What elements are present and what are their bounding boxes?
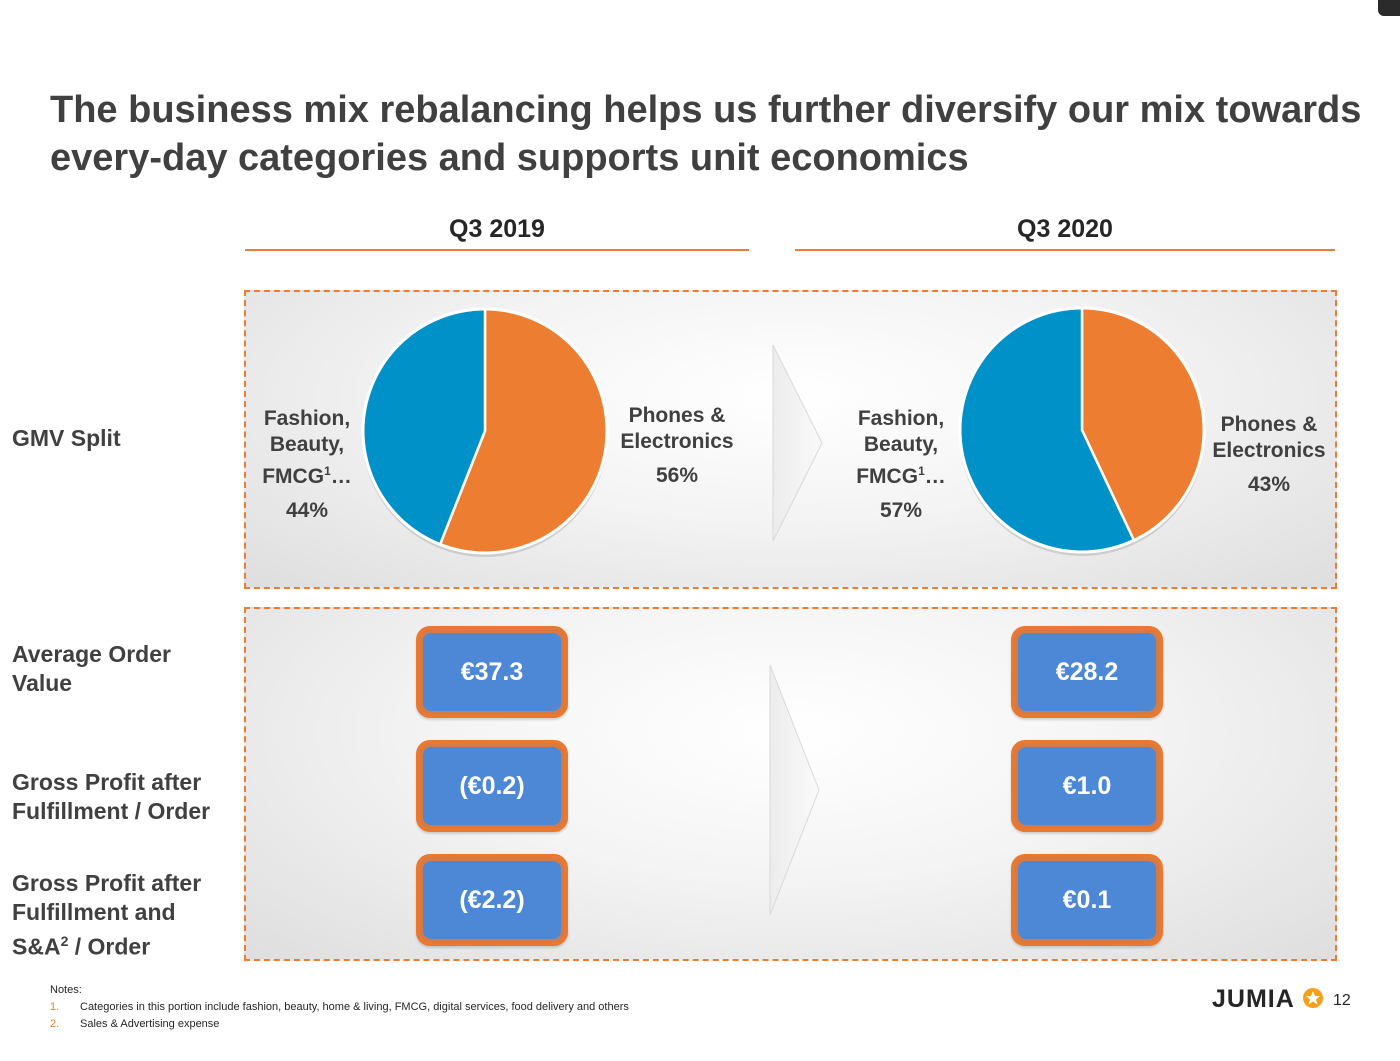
row-label-gp-sa-line3: S&A — [12, 933, 61, 960]
notes-heading: Notes: — [50, 984, 82, 996]
note-text: Sales & Advertising expense — [80, 1018, 220, 1030]
star-icon — [1302, 988, 1323, 1008]
fashion-label-line2: Beauty, — [269, 433, 345, 456]
metric-gp-fulfillment-q3-2019: (€0.2) — [416, 740, 568, 832]
row-label-gross-profit-fulfillment: Gross Profit after Fulfillment / Order — [12, 769, 211, 824]
fashion-label-line1: Fashion, — [857, 407, 945, 430]
page-number: 12 — [1333, 992, 1351, 1009]
note-number: 1. — [50, 1001, 60, 1013]
row-label-gp-sa-line3-suffix: / Order — [68, 933, 151, 960]
phones-label-line2: Electronics — [1212, 439, 1326, 462]
note-number: 2. — [50, 1018, 60, 1030]
metric-gp-sa-q3-2019: (€2.2) — [416, 854, 568, 946]
note-text: Categories in this portion include fashi… — [80, 1001, 629, 1013]
slide-title: The business mix rebalancing helps us fu… — [50, 89, 1362, 179]
metric-value: €28.2 — [1018, 633, 1156, 711]
fashion-label-line3: FMCG — [262, 465, 325, 488]
column-rule-q3-2020 — [795, 249, 1335, 251]
fashion-label-line3: FMCG — [856, 465, 919, 488]
pie-label-fashion-q3-2020: Fashion, Beauty, FMCG1… 57% — [842, 406, 960, 524]
footnote-marker-2: 2 — [60, 933, 69, 949]
pie-chart-q3-2019 — [361, 307, 609, 557]
pie-label-phones-q3-2019: Phones & Electronics 56% — [612, 403, 742, 489]
window-corner-mark — [1378, 0, 1400, 16]
row-label-gross-profit-fulfillment-sa: Gross Profit after Fulfillment and S&A2 … — [12, 869, 232, 962]
footnote-marker-1: 1 — [324, 464, 331, 478]
column-header-q3-2020: Q3 2020 — [1017, 215, 1113, 243]
chevron-right-icon — [769, 665, 820, 915]
metric-value: €1.0 — [1018, 747, 1156, 825]
fashion-label-line2: Beauty, — [863, 433, 939, 456]
footnotes: Notes: 1. Categories in this portion incl… — [50, 982, 629, 1033]
pie-slices-q3-2019 — [361, 307, 609, 557]
fashion-label-ellipsis: … — [924, 465, 946, 488]
metric-value: (€2.2) — [423, 861, 561, 939]
chevron-right-icon — [772, 345, 823, 541]
metric-aov-q3-2020: €28.2 — [1011, 626, 1163, 718]
metric-value: €37.3 — [423, 633, 561, 711]
pie-value-fashion-q3-2019: 44% — [285, 499, 329, 522]
fashion-label-line1: Fashion, — [263, 407, 351, 430]
column-header-q3-2019: Q3 2019 — [449, 215, 545, 243]
metric-value: (€0.2) — [423, 747, 561, 825]
footnote-marker-1: 1 — [918, 464, 925, 478]
logo-text: JUMIA — [1212, 985, 1294, 1013]
pie-outline — [958, 306, 1206, 554]
row-label-gp-sa-line1: Gross Profit after — [12, 870, 202, 896]
pie-value-phones-q3-2019: 56% — [655, 464, 699, 487]
row-label-gp-sa-line2: Fulfillment and — [12, 899, 176, 925]
phones-label-line1: Phones & — [628, 404, 726, 427]
pie-label-fashion-q3-2019: Fashion, Beauty, FMCG1… 44% — [248, 406, 366, 524]
row-label-gmv-split: GMV Split — [12, 425, 121, 451]
pie-outline — [361, 307, 609, 555]
row-label-average-order-value: Average Order Value — [12, 641, 171, 696]
metric-aov-q3-2019: €37.3 — [416, 626, 568, 718]
note-item: 1. Categories in this portion include fas… — [50, 999, 629, 1016]
metric-gp-sa-q3-2020: €0.1 — [1011, 854, 1163, 946]
pie-slices-q3-2020 — [958, 306, 1206, 556]
pie-value-fashion-q3-2020: 57% — [879, 499, 923, 522]
column-rule-q3-2019 — [245, 249, 749, 251]
pie-chart-q3-2020 — [958, 306, 1206, 556]
jumia-logo: JUMIA — [1212, 985, 1324, 1014]
metric-value: €0.1 — [1018, 861, 1156, 939]
pie-label-phones-q3-2020: Phones & Electronics 43% — [1204, 412, 1334, 498]
phones-label-line2: Electronics — [620, 430, 734, 453]
phones-label-line1: Phones & — [1220, 413, 1318, 436]
pie-value-phones-q3-2020: 43% — [1247, 473, 1291, 496]
metric-gp-fulfillment-q3-2020: €1.0 — [1011, 740, 1163, 832]
note-item: 2. Sales & Advertising expense — [50, 1016, 629, 1033]
fashion-label-ellipsis: … — [330, 465, 352, 488]
